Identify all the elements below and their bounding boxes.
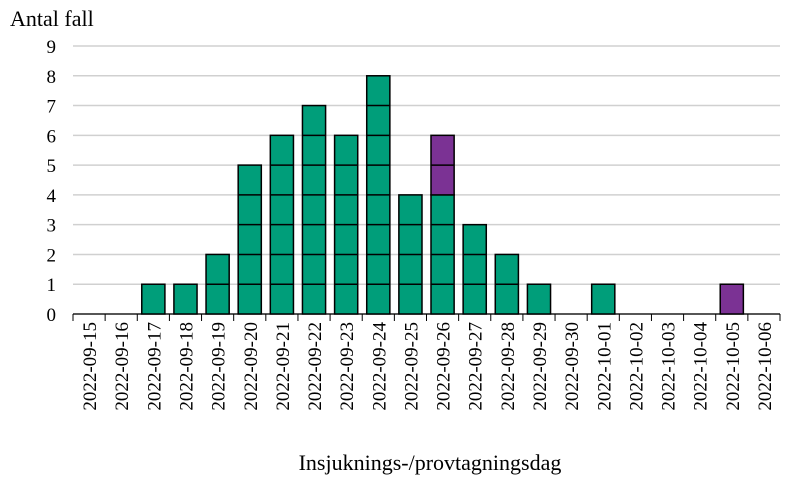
x-tick-label: 2022-09-19 <box>209 322 230 411</box>
x-tick-label: 2022-10-03 <box>659 322 680 411</box>
y-tick-label: 9 <box>47 37 57 58</box>
y-tick-label: 2 <box>47 245 57 266</box>
y-axis-title: Antal fall <box>10 6 94 31</box>
bar-segment <box>173 283 198 315</box>
x-tick-label: 2022-09-30 <box>562 322 583 411</box>
x-tick-label: 2022-09-29 <box>530 322 551 411</box>
y-tick-label: 7 <box>47 97 57 118</box>
y-tick-label: 5 <box>47 156 57 177</box>
x-tick-label: 2022-10-02 <box>626 322 647 411</box>
x-tick-label: 2022-09-28 <box>498 322 519 411</box>
bar-segment <box>719 283 745 315</box>
y-tick-label: 4 <box>47 186 57 207</box>
x-tick-label: 2022-09-24 <box>369 322 390 411</box>
x-tick-label: 2022-09-25 <box>401 322 422 411</box>
bar-segment <box>462 223 488 315</box>
bar-segment <box>590 283 616 315</box>
x-tick-label: 2022-09-17 <box>144 322 165 411</box>
x-tick-label: 2022-09-27 <box>466 322 487 411</box>
x-tick-label: 2022-09-16 <box>112 322 133 411</box>
x-tick-label: 2022-10-06 <box>755 322 776 411</box>
bar-segment <box>301 104 327 315</box>
bar-segment <box>526 283 552 315</box>
y-tick-label: 6 <box>47 126 57 147</box>
x-tick-label: 2022-09-26 <box>434 322 455 411</box>
y-tick-label: 3 <box>47 216 57 237</box>
y-tick-label: 0 <box>47 305 57 326</box>
x-axis-title: Insjuknings-/provtagningsdag <box>299 450 562 475</box>
x-tick-label: 2022-09-20 <box>241 322 262 411</box>
x-tick-label: 2022-09-22 <box>305 322 326 411</box>
x-tick-label: 2022-10-04 <box>691 322 712 411</box>
x-tick-label: 2022-09-18 <box>176 322 197 411</box>
x-tick-label: 2022-09-23 <box>337 322 358 411</box>
x-tick-label: 2022-10-01 <box>594 322 615 411</box>
bar-segment <box>237 164 263 315</box>
x-tick-label: 2022-10-05 <box>723 322 744 411</box>
bar-segment <box>141 283 166 315</box>
x-tick-label: 2022-09-21 <box>273 322 294 411</box>
y-tick-label: 1 <box>47 275 57 296</box>
y-tick-label: 8 <box>47 67 57 88</box>
x-tick-label: 2022-09-15 <box>80 322 101 411</box>
